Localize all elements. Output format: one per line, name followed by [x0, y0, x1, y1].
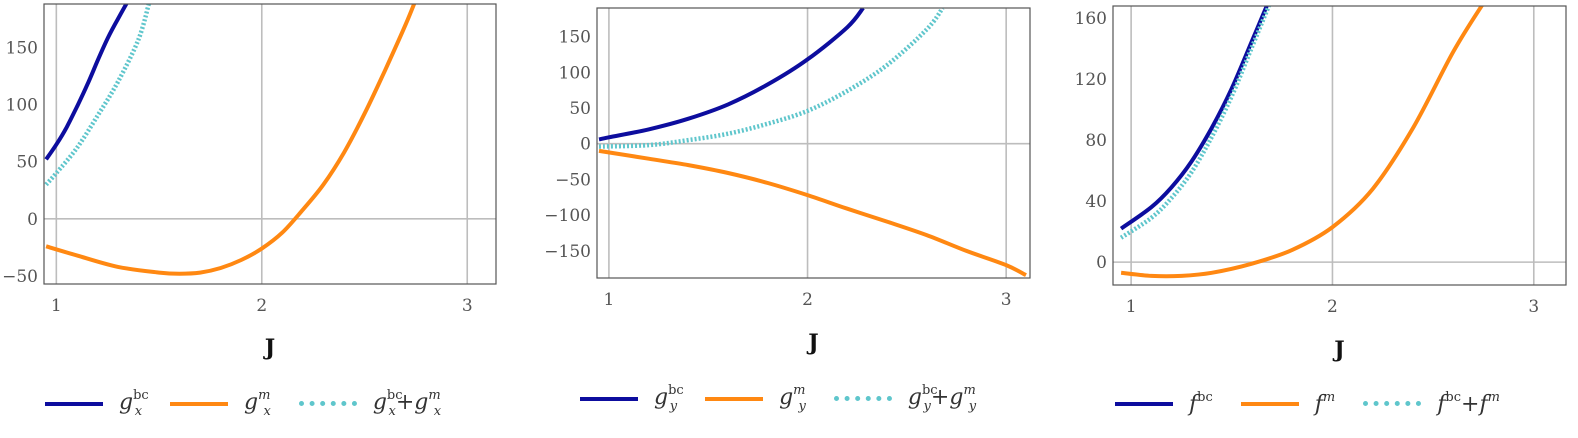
series-line-m: [598, 148, 1027, 277]
x-tick-label: 3: [1001, 290, 1012, 310]
plot-frame: [43, 3, 497, 285]
legend-panel-1: gbcx gmx gbcx+gmx: [45, 388, 441, 419]
legend-label-bc: fbc: [1189, 390, 1213, 417]
series-line-sum: [598, 8, 945, 149]
legend-item-sum: gbcy+gmy: [833, 383, 977, 414]
y-tick-label: −50: [555, 170, 591, 190]
x-tick-label: 2: [802, 290, 813, 310]
legend-item-bc: gbcx: [45, 388, 149, 419]
legend-swatch-m: [705, 396, 764, 401]
legend-label-sum: gbcx+gmx: [372, 388, 442, 419]
x-tick-label: 2: [1327, 297, 1338, 317]
x-tick-label: 1: [604, 290, 615, 310]
series-line-sum: [1119, 6, 1272, 240]
y-tick-label: 0: [1096, 253, 1107, 273]
y-tick-label: 40: [1085, 192, 1107, 212]
legend-item-m: gmy: [705, 383, 806, 414]
x-tick-label: 1: [51, 296, 62, 316]
series-line-bc: [1119, 6, 1269, 231]
chart-panel-3: 1 2 3 0 40 80 120 160 J: [1075, 5, 1567, 363]
y-tick-label: −150: [544, 242, 591, 262]
legend-panel-2: gbcy gmy gbcy+gmy: [580, 383, 976, 414]
y-tick-label: 100: [559, 63, 591, 83]
legend-label-sum: gbcy+gmy: [907, 383, 977, 414]
y-tick-label: 120: [1075, 70, 1107, 90]
legend-label-m: fm: [1314, 390, 1336, 417]
y-tick-label: −100: [544, 206, 591, 226]
legend-swatch-bc: [45, 401, 103, 406]
x-axis-label: J: [806, 330, 818, 356]
legend-label-m: gmx: [244, 388, 271, 419]
legend-item-sum: fbc+fm: [1363, 390, 1500, 417]
plot-frame: [596, 7, 1031, 279]
y-tick-label: −50: [2, 267, 38, 287]
y-tick-label: 0: [580, 135, 591, 155]
chart-panel-1: 1 2 3 −50 0 50 100 150 J: [2, 3, 497, 361]
y-tick-label: 150: [559, 28, 591, 48]
plot-frame: [1112, 5, 1567, 286]
x-axis-label: J: [263, 335, 275, 361]
legend-swatch-bc: [1115, 401, 1173, 406]
chart-panel-2: 1 2 3 −150 −100 −50 0 50 100 150 J: [544, 7, 1031, 356]
legend-item-bc: gbcy: [580, 383, 684, 414]
series-line-sum: [44, 4, 151, 187]
series-line-m: [1120, 6, 1484, 279]
series-line-bc: [44, 4, 129, 161]
legend-swatch-m: [1240, 401, 1299, 406]
x-tick-label: 1: [1126, 297, 1137, 317]
legend-panel-3: fbc fm fbc+fm: [1115, 390, 1500, 417]
legend-item-m: fm: [1240, 390, 1336, 417]
legend-swatch-sum: [1363, 401, 1422, 406]
legend-swatch-m: [170, 401, 229, 406]
x-axis-label: J: [1332, 337, 1344, 363]
x-tick-label: 3: [462, 296, 473, 316]
y-tick-label: 100: [6, 96, 38, 116]
legend-swatch-bc: [580, 396, 638, 401]
series-line-bc: [598, 8, 865, 142]
legend-label-bc: gbcx: [119, 388, 149, 419]
legend-item-bc: fbc: [1115, 390, 1213, 417]
legend-label-bc: gbcy: [654, 383, 684, 414]
y-tick-label: 0: [27, 210, 38, 230]
y-tick-label: 80: [1085, 131, 1107, 151]
legend-swatch-sum: [298, 401, 357, 406]
series-line-m: [45, 4, 417, 276]
y-tick-label: 50: [16, 153, 38, 173]
legend-item-m: gmx: [170, 388, 271, 419]
x-tick-label: 2: [256, 296, 267, 316]
x-tick-label: 3: [1528, 297, 1539, 317]
y-tick-label: 160: [1075, 9, 1107, 29]
legend-item-sum: gbcx+gmx: [298, 388, 442, 419]
legend-swatch-sum: [833, 396, 892, 401]
y-tick-label: 50: [569, 99, 591, 119]
y-tick-label: 150: [6, 38, 38, 58]
legend-label-m: gmy: [779, 383, 806, 414]
legend-label-sum: fbc+fm: [1437, 390, 1500, 417]
